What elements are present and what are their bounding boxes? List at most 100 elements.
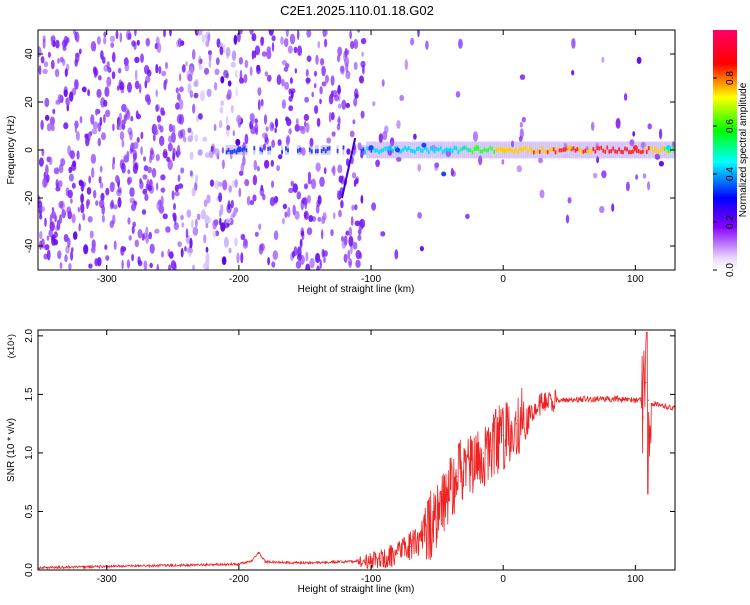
noise-speckle [109, 35, 116, 42]
signal-halo [404, 141, 406, 159]
noise-speckle [304, 96, 309, 103]
noise-speckle [295, 260, 302, 269]
signal-halo [525, 141, 527, 159]
noise-speckle [294, 124, 300, 132]
signal-band [225, 150, 228, 155]
noise-speckle [72, 160, 77, 167]
noise-speckle [75, 31, 80, 43]
noise-speckle [267, 256, 270, 266]
noise-speckle [80, 193, 84, 204]
signal-band [336, 148, 339, 153]
noise-speckle [336, 123, 341, 131]
signal-band [538, 149, 541, 154]
noise-speckle [94, 70, 97, 79]
signal-band [554, 150, 557, 155]
noise-speckle [78, 48, 82, 55]
snr-point [648, 399, 650, 401]
signal-band [374, 148, 377, 153]
signal-band [245, 148, 248, 153]
noise-speckle [42, 68, 48, 74]
noise-speckle [228, 247, 232, 254]
noise-speckle [268, 30, 274, 36]
noise-speckle [336, 54, 341, 63]
snr-y-axis-label: SNR (10 * v/v) [6, 418, 17, 482]
noise-speckle [274, 118, 279, 128]
noise-speckle [157, 123, 162, 130]
noise-speckle [62, 58, 66, 66]
noise-speckle [93, 189, 97, 199]
signal-band [590, 149, 593, 154]
signal-band [400, 149, 402, 154]
noise-speckle [106, 76, 112, 87]
noise-speckle [147, 69, 152, 77]
signal-halo [229, 145, 232, 155]
noise-speckle [571, 70, 575, 76]
noise-speckle [299, 125, 305, 131]
noise-speckle [205, 246, 209, 253]
noise-speckle [538, 157, 543, 164]
noise-speckle [53, 167, 60, 175]
noise-speckle [270, 159, 274, 167]
noise-speckle [301, 230, 304, 237]
signal-band [586, 150, 589, 154]
noise-speckle [629, 139, 635, 147]
noise-speckle [282, 203, 288, 210]
noise-speckle [57, 180, 63, 188]
noise-speckle [141, 209, 147, 215]
signal-halo [441, 141, 444, 159]
noise-speckle [111, 71, 116, 80]
noise-speckle [313, 83, 317, 89]
noise-speckle [287, 206, 291, 218]
snr-point [396, 553, 399, 555]
snr-point [258, 551, 260, 554]
noise-speckle [315, 54, 319, 65]
noise-speckle [139, 180, 144, 190]
noise-speckle [145, 226, 149, 236]
noise-speckle [214, 81, 218, 91]
signal-band [386, 146, 388, 151]
signal-band [582, 149, 585, 154]
noise-speckle [180, 167, 185, 174]
signal-band [534, 149, 537, 154]
noise-speckle [206, 88, 212, 98]
noise-speckle [225, 46, 231, 57]
noise-speckle [210, 143, 216, 155]
noise-speckle [109, 220, 115, 229]
signal-band [632, 149, 634, 154]
noise-speckle [74, 120, 79, 129]
signal-band [606, 145, 609, 150]
noise-speckle [292, 183, 298, 193]
noise-speckle [632, 131, 636, 137]
noise-speckle [92, 121, 99, 130]
signal-band [376, 148, 379, 153]
noise-speckle [271, 35, 276, 42]
snr-point [423, 534, 425, 536]
noise-speckle [360, 195, 364, 204]
noise-speckle [130, 115, 134, 122]
noise-speckle [189, 170, 193, 177]
noise-speckle [285, 136, 290, 146]
noise-speckle [49, 116, 56, 126]
noise-speckle [246, 195, 251, 206]
signal-band [408, 146, 410, 151]
noise-speckle [76, 150, 80, 160]
noise-speckle [314, 105, 319, 114]
noise-speckle [256, 64, 261, 72]
noise-speckle [46, 123, 52, 132]
noise-speckle [206, 194, 211, 204]
noise-speckle [104, 86, 110, 97]
noise-speckle [86, 187, 92, 195]
noise-speckle [48, 156, 53, 166]
noise-speckle [113, 240, 117, 250]
noise-speckle [360, 38, 367, 45]
noise-speckle [332, 165, 336, 176]
noise-speckle [249, 200, 255, 206]
snr-point [482, 452, 484, 454]
noise-speckle [183, 136, 187, 143]
noise-speckle [71, 213, 76, 224]
noise-speckle [171, 190, 175, 200]
signal-band [596, 146, 599, 150]
signal-band [540, 146, 543, 150]
signal-band [366, 146, 369, 151]
noise-speckle [149, 262, 153, 269]
